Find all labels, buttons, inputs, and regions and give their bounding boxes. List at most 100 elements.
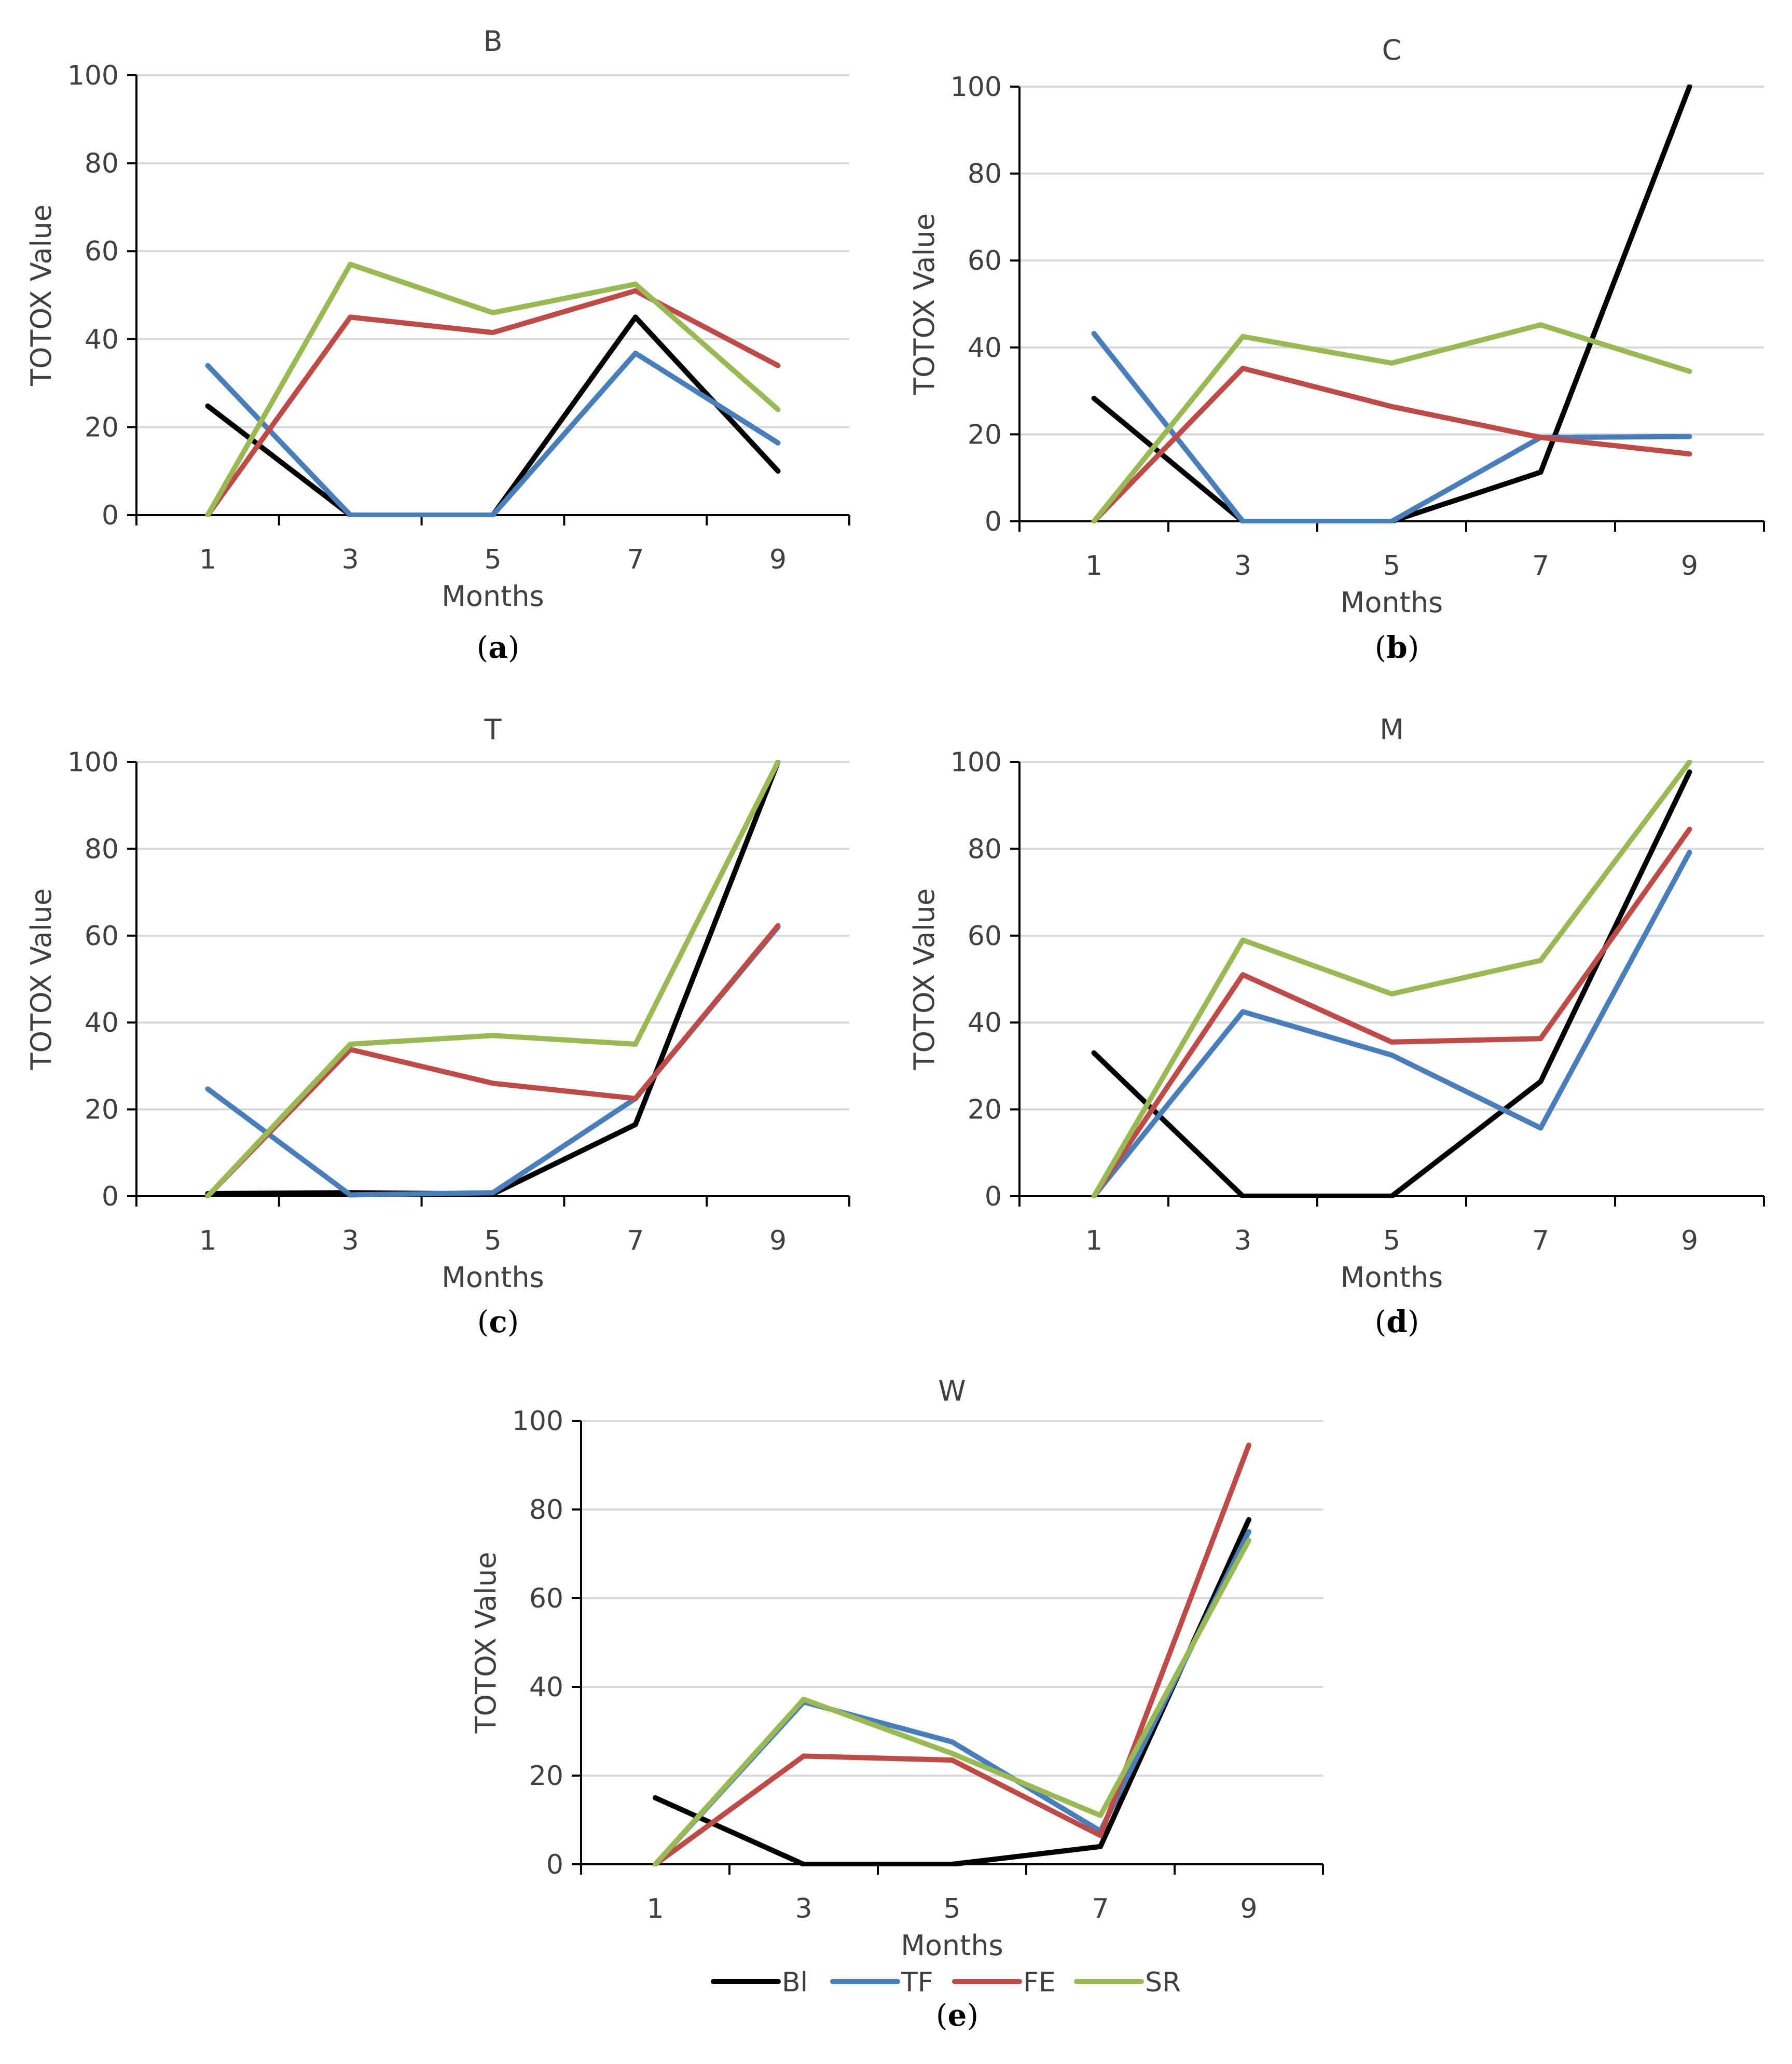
series-line-sr <box>205 261 781 517</box>
y-tick-label: 40 <box>968 1007 1002 1038</box>
y-tick-label: 20 <box>968 419 1002 450</box>
y-tick-label: 100 <box>67 747 119 778</box>
y-tick-label: 0 <box>102 1181 119 1212</box>
y-tick-label: 60 <box>85 921 119 952</box>
panel-subcaption: (a) <box>477 630 520 665</box>
y-tick-label: 80 <box>529 1494 563 1526</box>
y-tick-label: 20 <box>85 1095 119 1126</box>
y-axis-title: TOTOX Value <box>908 889 941 1071</box>
x-tick-label: 5 <box>484 1225 501 1256</box>
y-tick-label: 80 <box>968 159 1002 190</box>
chart-panel-t: 0 20 40 60 80 100 1 3 5 7 9 Months TOTOX Value T (c) <box>25 713 850 1339</box>
legend-label-sr: SR <box>1145 1967 1181 1998</box>
legend-label-tf: TF <box>901 1967 933 1998</box>
y-tick-label: 40 <box>968 333 1002 364</box>
y-tick-label: 40 <box>85 1007 119 1038</box>
chart-title: M <box>1380 713 1404 746</box>
series-line-sr <box>1091 322 1692 523</box>
panel-subcaption: (d) <box>1375 1304 1419 1339</box>
y-tick-label: 100 <box>950 747 1002 778</box>
chart-title: W <box>938 1375 966 1407</box>
x-tick-label: 9 <box>769 1225 787 1256</box>
series-line-bl <box>1091 769 1692 1198</box>
y-tick-label: 80 <box>968 834 1002 865</box>
x-tick-label: 1 <box>199 544 216 575</box>
series-line-sr <box>205 760 781 1198</box>
x-tick-label: 7 <box>627 1225 644 1256</box>
y-axis-title: TOTOX Value <box>908 213 941 395</box>
y-tick-label: 60 <box>529 1583 563 1614</box>
chart-panel-c: 0 20 40 60 80 100 1 3 5 7 9 Months TOTOX Value C (b) <box>908 34 1765 665</box>
x-tick-label: 5 <box>1383 1225 1400 1256</box>
legend-label-bl: Bl <box>782 1967 808 1998</box>
x-tick-label: 1 <box>199 1225 216 1256</box>
x-tick-label: 7 <box>1532 550 1549 581</box>
x-axis-title: Months <box>442 580 544 613</box>
x-tick-label: 9 <box>1240 1893 1257 1924</box>
x-tick-label: 1 <box>646 1893 664 1924</box>
y-tick-label: 0 <box>546 1849 563 1880</box>
panel-subcaption: (c) <box>477 1304 519 1339</box>
x-tick-label: 7 <box>1532 1225 1549 1256</box>
chart-panel-m: 0 20 40 60 80 100 1 3 5 7 9 Months TOTOX Value M (d) <box>908 713 1765 1339</box>
y-tick-label: 100 <box>67 60 119 91</box>
series-line-tf <box>205 924 781 1198</box>
y-axis-title: TOTOX Value <box>25 204 58 386</box>
y-tick-label: 100 <box>950 72 1002 103</box>
chart-title: B <box>483 25 502 58</box>
series-line-tf <box>1091 331 1692 523</box>
x-tick-label: 1 <box>1085 1225 1102 1256</box>
y-tick-label: 20 <box>968 1095 1002 1126</box>
series-line-sr <box>653 1537 1251 1866</box>
x-axis-title: Months <box>442 1261 544 1294</box>
x-tick-label: 5 <box>943 1893 960 1924</box>
chart-title: C <box>1382 34 1402 66</box>
series-line-fe <box>205 288 781 517</box>
x-tick-label: 7 <box>1092 1893 1109 1924</box>
y-tick-label: 0 <box>985 506 1002 537</box>
series-line-fe <box>1091 826 1692 1198</box>
x-tick-label: 3 <box>795 1893 812 1924</box>
y-axis-title: TOTOX Value <box>470 1552 502 1734</box>
series-line-bl <box>1091 85 1692 523</box>
x-tick-label: 3 <box>342 1225 359 1256</box>
x-tick-label: 5 <box>484 544 501 575</box>
series-line-sr <box>1091 760 1692 1198</box>
legend: Bl TF FE SR <box>711 1967 1181 1998</box>
series-line-bl <box>653 1517 1251 1866</box>
panel-subcaption: (e) <box>936 1998 978 2033</box>
panel-subcaption: (b) <box>1375 630 1419 665</box>
series-line-tf <box>1091 850 1692 1198</box>
legend-label-fe: FE <box>1023 1967 1056 1998</box>
x-tick-label: 9 <box>769 544 787 575</box>
series-line-tf <box>205 350 781 517</box>
y-tick-label: 60 <box>85 236 119 267</box>
series-line-fe <box>653 1443 1251 1866</box>
x-axis-title: Months <box>1341 586 1443 619</box>
x-tick-label: 7 <box>627 544 644 575</box>
x-tick-label: 1 <box>1085 550 1102 581</box>
x-axis-title: Months <box>1341 1261 1443 1294</box>
x-axis-title: Months <box>901 1929 1003 1962</box>
y-tick-label: 80 <box>85 834 119 865</box>
series-line-tf <box>653 1529 1251 1866</box>
chart-panel-w: 0 20 40 60 80 100 1 3 5 7 9 Months TOTOX Value W (e) <box>470 1375 1324 2033</box>
y-tick-label: 60 <box>968 921 1002 952</box>
y-tick-label: 60 <box>968 245 1002 276</box>
y-tick-label: 0 <box>985 1181 1002 1212</box>
series-line-bl <box>205 314 781 517</box>
y-tick-label: 100 <box>512 1406 563 1437</box>
y-axis-title: TOTOX Value <box>25 889 58 1071</box>
y-tick-label: 0 <box>102 500 119 531</box>
chart-title: T <box>484 713 502 746</box>
x-tick-label: 3 <box>1234 550 1251 581</box>
x-tick-label: 9 <box>1681 1225 1698 1256</box>
y-tick-label: 20 <box>529 1761 563 1792</box>
y-tick-label: 80 <box>85 148 119 179</box>
x-tick-label: 3 <box>342 544 359 575</box>
x-tick-label: 5 <box>1383 550 1400 581</box>
series-line-fe <box>1091 366 1692 523</box>
y-tick-label: 40 <box>529 1672 563 1703</box>
x-tick-label: 9 <box>1681 550 1698 581</box>
